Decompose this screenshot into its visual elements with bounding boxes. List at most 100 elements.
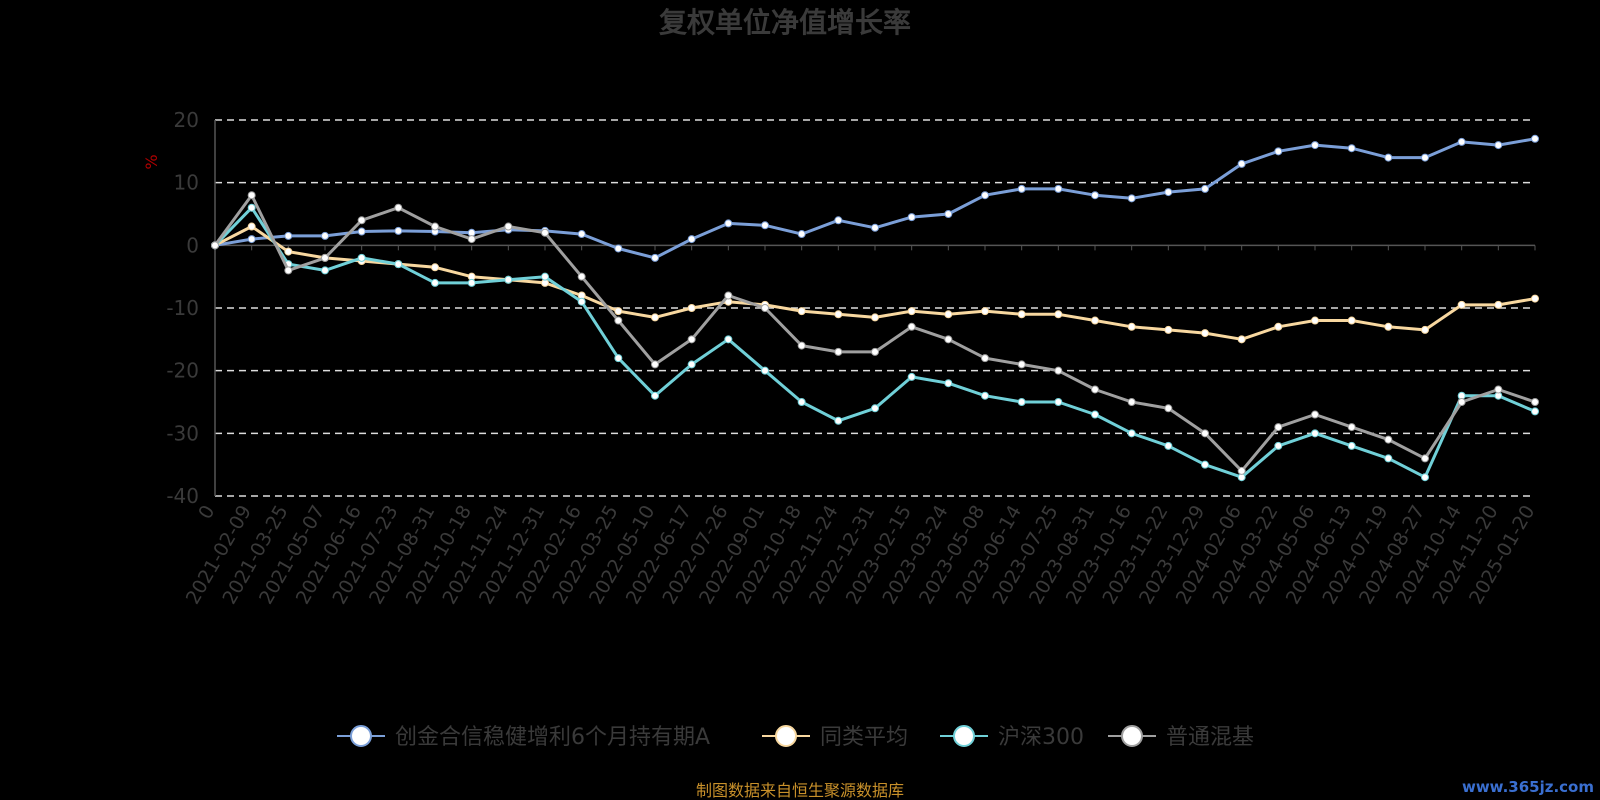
- legend-swatch-marker: [350, 725, 372, 747]
- data-point: [467, 278, 476, 287]
- series-line: [214, 137, 1536, 260]
- data-point: [871, 404, 879, 413]
- data-point: [1421, 153, 1429, 162]
- data-point: [357, 216, 366, 225]
- data-point: [1531, 134, 1539, 143]
- data-point: [1274, 441, 1283, 450]
- data-point: [724, 219, 733, 228]
- data-point: [284, 247, 293, 256]
- axes: [214, 120, 1536, 496]
- data-point: [1494, 385, 1503, 394]
- y-tick-labels: 20 10 0 -10 -20 -30 -40: [166, 108, 199, 508]
- y-tick-label: 0: [186, 233, 199, 257]
- data-point: [907, 307, 916, 316]
- legend-item[interactable]: 普通混基: [1108, 725, 1254, 750]
- data-point: [651, 391, 659, 400]
- legend-item[interactable]: 同类平均: [762, 725, 908, 750]
- data-point: [1531, 294, 1539, 303]
- data-point: [1127, 429, 1136, 438]
- series-lines: [211, 134, 1539, 482]
- data-point: [834, 216, 843, 225]
- data-point: [1164, 404, 1173, 413]
- data-point: [1421, 454, 1429, 463]
- data-point: [834, 310, 843, 319]
- data-point: [687, 235, 696, 244]
- data-point: [431, 278, 439, 287]
- data-point: [504, 275, 513, 284]
- data-point: [431, 222, 439, 231]
- data-point: [1017, 310, 1026, 319]
- data-point: [871, 313, 879, 322]
- data-point: [944, 310, 953, 319]
- data-point: [1127, 398, 1136, 406]
- legend-label: 普通混基: [1166, 725, 1254, 750]
- data-point: [1274, 322, 1283, 331]
- data-point: [614, 316, 623, 325]
- y-tick-label: -20: [166, 359, 199, 383]
- legend-swatch-marker: [1121, 725, 1143, 747]
- grid: [215, 119, 1535, 497]
- data-point: [907, 213, 916, 222]
- legend-item[interactable]: 沪深300: [940, 725, 1084, 750]
- data-point: [394, 226, 403, 235]
- chart-title: 复权单位净值增长率: [659, 6, 911, 39]
- data-point: [1347, 144, 1356, 153]
- data-point: [1311, 410, 1319, 419]
- y-axis-label: %: [142, 154, 161, 169]
- data-point: [1201, 184, 1209, 193]
- data-point: [834, 416, 843, 425]
- data-point: [321, 231, 329, 240]
- data-point: [1311, 141, 1319, 150]
- data-point: [247, 203, 256, 212]
- data-point: [797, 230, 806, 239]
- data-point: [944, 379, 953, 388]
- data-point: [1201, 460, 1209, 469]
- legend[interactable]: 创金合信稳健增利6个月持有期A 同类平均 沪深300 普通混基: [337, 725, 1254, 750]
- data-point: [1054, 184, 1063, 193]
- data-point: [724, 291, 733, 300]
- legend-item[interactable]: 创金合信稳健增利6个月持有期A: [337, 725, 710, 750]
- data-point: [1347, 423, 1356, 432]
- data-point: [1091, 316, 1099, 325]
- series-3: [211, 191, 1539, 475]
- data-point: [284, 266, 293, 275]
- series-2: [211, 203, 1539, 482]
- data-point: [247, 191, 256, 200]
- data-point: [614, 354, 623, 363]
- data-point: [577, 272, 586, 281]
- data-point: [504, 222, 513, 231]
- data-point: [357, 227, 366, 236]
- data-point: [834, 347, 843, 356]
- data-point: [761, 304, 769, 312]
- data-point: [907, 372, 916, 381]
- data-point: [614, 244, 623, 253]
- data-point: [687, 335, 696, 344]
- data-point: [1237, 159, 1246, 168]
- data-point: [797, 307, 806, 316]
- x-tick-labels: 02021-02-092021-03-252021-05-072021-06-1…: [182, 501, 1540, 608]
- data-point: [1054, 398, 1063, 406]
- data-point: [981, 307, 989, 316]
- data-point: [1494, 141, 1503, 150]
- data-point: [1384, 454, 1393, 463]
- data-point: [1201, 429, 1209, 438]
- y-tick-label: 20: [174, 108, 199, 132]
- data-point: [1384, 153, 1393, 162]
- data-point: [1237, 335, 1246, 344]
- data-point: [1421, 325, 1429, 334]
- data-point: [1054, 310, 1063, 319]
- data-point: [871, 347, 879, 356]
- data-point: [651, 360, 659, 369]
- data-point: [871, 223, 879, 232]
- y-tick-label: -40: [166, 484, 199, 508]
- data-point: [1457, 137, 1466, 146]
- data-point: [467, 235, 476, 244]
- data-point: [944, 335, 953, 344]
- data-point: [614, 307, 623, 316]
- source-note: 制图数据来自恒生聚源数据库: [696, 781, 904, 800]
- data-point: [944, 210, 953, 218]
- data-point: [321, 266, 329, 275]
- data-point: [1127, 322, 1136, 331]
- series-0: [211, 134, 1539, 262]
